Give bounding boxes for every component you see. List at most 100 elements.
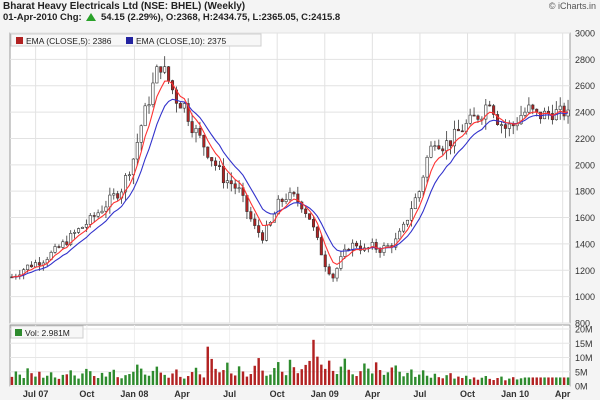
volume-bar xyxy=(523,377,527,385)
volume-bar xyxy=(61,374,65,385)
volume-bar xyxy=(198,374,202,385)
volume-bar xyxy=(147,375,151,385)
volume-bar xyxy=(327,360,331,385)
volume-bar xyxy=(34,376,37,385)
volume-bar xyxy=(124,375,127,385)
candle-body xyxy=(484,104,488,120)
volume-bar xyxy=(128,374,131,385)
candle-body xyxy=(131,158,135,176)
volume-bar xyxy=(410,369,413,385)
price-tick-label: 3000 xyxy=(575,29,595,39)
candle-body xyxy=(335,268,339,279)
volume-bar xyxy=(155,366,159,385)
candle-body xyxy=(198,128,202,136)
price-tick-label: 1400 xyxy=(575,239,595,249)
candle-body xyxy=(77,228,81,233)
volume-bar xyxy=(167,377,170,385)
volume-bar xyxy=(230,373,233,385)
candle-body xyxy=(531,104,535,110)
price-tick-label: 1600 xyxy=(575,213,595,223)
candle-body xyxy=(445,140,449,152)
candle-body xyxy=(65,241,69,245)
volume-bar xyxy=(163,374,166,385)
legend-swatch xyxy=(126,37,133,44)
candle-body xyxy=(449,140,453,147)
candle-body xyxy=(460,130,464,133)
candle-body xyxy=(398,230,402,240)
volume-bar xyxy=(206,346,209,385)
volume-bar xyxy=(104,376,108,385)
volume-bar xyxy=(42,377,45,385)
candle-body xyxy=(80,226,84,229)
volume-bar xyxy=(53,377,57,385)
volume-bar xyxy=(186,376,190,385)
candle-body xyxy=(108,194,112,208)
volume-bar xyxy=(179,376,182,385)
candle-body xyxy=(61,241,65,248)
volume-bar xyxy=(77,378,80,385)
quote-ohlc: O:2368, H:2434.75, L:2365.05, C:2415.8 xyxy=(165,12,341,23)
volume-bar xyxy=(331,370,335,385)
volume-bar xyxy=(49,372,53,385)
candle-body xyxy=(296,193,300,203)
volume-bar xyxy=(531,377,535,385)
candle-body xyxy=(452,128,456,147)
volume-bar xyxy=(374,362,378,385)
candle-body xyxy=(88,215,92,225)
volume-bar xyxy=(429,377,433,385)
price-legend-entry: EMA (CLOSE,10): 2375 xyxy=(136,36,227,46)
price-tick-label: 2800 xyxy=(575,55,595,65)
candle-body xyxy=(323,254,327,268)
volume-bar xyxy=(45,375,49,385)
price-tick-label: 2000 xyxy=(575,160,595,170)
price-legend-box xyxy=(10,33,262,47)
volume-bar xyxy=(566,377,570,385)
volume-bar xyxy=(308,360,311,385)
volume-bar xyxy=(14,371,18,385)
volume-bar xyxy=(57,378,61,385)
volume-bar xyxy=(159,372,162,385)
volume-bar xyxy=(335,374,339,385)
x-tick-label: Oct xyxy=(460,389,475,399)
candle-body xyxy=(167,66,171,81)
volume-bar xyxy=(92,376,96,385)
ema10-line xyxy=(11,98,569,278)
price-tick-label: 2600 xyxy=(575,81,595,91)
candle-body xyxy=(409,208,413,221)
quote-line: 01-Apr-2010 Chg: 54.15 (2.29%), O:2368, … xyxy=(3,12,340,23)
volume-bar xyxy=(461,378,464,385)
volume-legend-box xyxy=(10,325,84,339)
volume-bar xyxy=(406,372,409,385)
price-tick-label: 1200 xyxy=(575,266,595,276)
candle-body xyxy=(417,191,421,199)
candle-body xyxy=(550,113,554,121)
volume-bar xyxy=(394,365,397,385)
volume-bar xyxy=(437,377,441,385)
volume-tick-label: 10M xyxy=(575,353,593,363)
candle-body xyxy=(139,125,143,143)
volume-bar xyxy=(151,370,155,385)
volume-bar xyxy=(547,377,550,385)
volume-bar xyxy=(316,356,319,385)
ema5-line xyxy=(11,80,569,278)
candle-body xyxy=(261,232,265,241)
candle-body xyxy=(507,123,511,129)
volume-bar xyxy=(233,375,237,385)
volume-bar xyxy=(26,368,29,385)
volume-bar xyxy=(433,373,437,385)
volume-bar xyxy=(108,372,112,385)
volume-bar xyxy=(257,358,260,385)
volume-bar xyxy=(273,368,276,385)
volume-bar xyxy=(245,376,249,385)
volume-bar xyxy=(175,369,178,385)
candle-body xyxy=(558,105,562,110)
volume-bar xyxy=(116,377,119,385)
candle-body xyxy=(382,245,386,253)
volume-bar xyxy=(457,376,460,385)
candle-body xyxy=(237,187,241,190)
volume-bar xyxy=(449,373,452,385)
volume-bar xyxy=(378,370,382,385)
volume-bar xyxy=(488,378,491,385)
candle-body xyxy=(374,242,378,250)
